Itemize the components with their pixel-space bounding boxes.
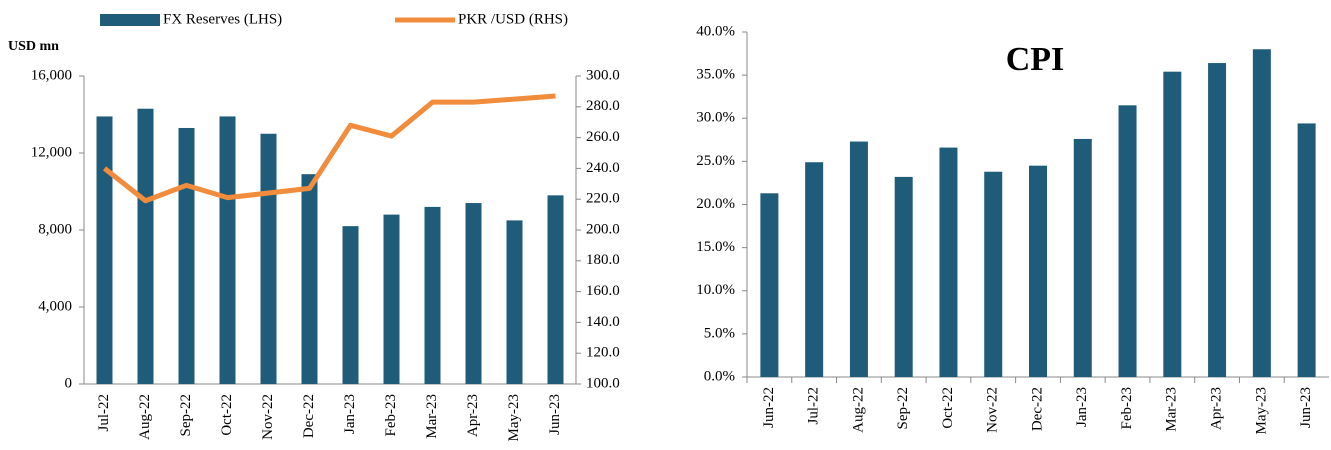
x-tick-label: Jun-23 xyxy=(547,394,563,435)
y-tick-label: 30.0% xyxy=(696,110,735,126)
y-tick-label: 0 xyxy=(65,375,73,391)
x-tick-label: Oct-22 xyxy=(219,394,235,436)
y-tick-label: 10.0% xyxy=(696,282,735,298)
y-tick-label: 15.0% xyxy=(696,239,735,255)
y2-tick-label: 220.0 xyxy=(586,191,620,207)
bar xyxy=(424,206,441,384)
bar xyxy=(1118,105,1137,377)
y2-tick-label: 140.0 xyxy=(586,314,620,330)
y2-tick-label: 120.0 xyxy=(586,345,620,361)
y-tick-label: 35.0% xyxy=(696,67,735,83)
x-tick-label: Aug-22 xyxy=(850,387,866,433)
x-tick-label: Aug-22 xyxy=(137,394,153,440)
x-tick-label: Jan-23 xyxy=(1074,387,1090,427)
y2-tick-label: 180.0 xyxy=(586,252,620,268)
bar xyxy=(260,133,277,384)
legend-label: FX Reserves (LHS) xyxy=(163,11,282,27)
bar xyxy=(342,226,359,384)
x-tick-label: Sep-22 xyxy=(178,394,194,437)
bar xyxy=(465,203,482,384)
bar xyxy=(178,127,195,384)
y-tick-label: 25.0% xyxy=(696,153,735,169)
bar xyxy=(301,174,318,384)
y-tick-label: 8,000 xyxy=(38,221,72,237)
y2-tick-label: 200.0 xyxy=(586,221,620,237)
y-tick-label: 0.0% xyxy=(704,368,735,384)
bar xyxy=(383,214,400,384)
bar xyxy=(219,116,236,385)
bar xyxy=(506,220,523,384)
y-tick-label: 5.0% xyxy=(704,325,735,341)
x-tick-label: Sep-22 xyxy=(895,387,911,430)
x-tick-label: Mar-23 xyxy=(424,394,440,439)
y-tick-label: 12,000 xyxy=(31,144,72,160)
x-tick-label: Nov-22 xyxy=(985,387,1001,433)
y-tick-label: 16,000 xyxy=(31,67,72,83)
y-tick-label: 4,000 xyxy=(38,298,72,314)
x-tick-label: Apr-23 xyxy=(465,394,481,437)
x-tick-label: Feb-23 xyxy=(1119,387,1135,430)
line xyxy=(102,93,556,204)
x-tick-label: Dec-22 xyxy=(301,394,317,438)
bar xyxy=(894,176,913,377)
x-tick-label: Jan-23 xyxy=(342,394,358,434)
bar xyxy=(984,171,1003,377)
bar xyxy=(805,162,824,377)
bar xyxy=(760,193,779,377)
chart-title: CPI xyxy=(1006,41,1065,78)
x-tick-label: May-23 xyxy=(1253,387,1269,435)
bar xyxy=(137,108,154,384)
bar xyxy=(1073,138,1092,377)
y-axis-label: USD mn xyxy=(8,39,59,54)
x-tick-label: Dec-22 xyxy=(1029,387,1045,431)
x-tick-label: Feb-23 xyxy=(383,394,399,437)
y-tick-label: 20.0% xyxy=(696,196,735,212)
bar xyxy=(1163,71,1182,378)
x-tick-label: Apr-23 xyxy=(1209,387,1225,430)
bar xyxy=(547,195,564,384)
x-tick-label: Mar-23 xyxy=(1164,387,1180,432)
x-tick-label: Jun-22 xyxy=(761,387,777,428)
legend-label: PKR /USD (RHS) xyxy=(458,11,568,27)
y2-tick-label: 260.0 xyxy=(586,129,620,145)
x-tick-label: Jun-23 xyxy=(1298,387,1314,428)
x-tick-label: May-23 xyxy=(506,394,522,442)
bar xyxy=(1297,123,1316,377)
y-tick-label: 40.0% xyxy=(696,23,735,39)
x-tick-label: Nov-22 xyxy=(260,394,276,440)
y2-tick-label: 300.0 xyxy=(586,67,620,83)
bar xyxy=(1029,165,1047,377)
legend-swatch xyxy=(100,14,160,26)
bar xyxy=(1208,63,1227,378)
x-tick-label: Oct-22 xyxy=(940,387,956,429)
x-tick-label: Jul-22 xyxy=(806,387,822,425)
bar xyxy=(96,116,113,385)
y2-tick-label: 160.0 xyxy=(586,283,620,299)
bar xyxy=(849,141,868,377)
y2-tick-label: 280.0 xyxy=(586,98,620,114)
bar xyxy=(1252,49,1271,377)
y2-tick-label: 100.0 xyxy=(586,375,620,391)
bar xyxy=(939,147,958,377)
x-tick-label: Jul-22 xyxy=(96,394,112,432)
y2-tick-label: 240.0 xyxy=(586,160,620,176)
